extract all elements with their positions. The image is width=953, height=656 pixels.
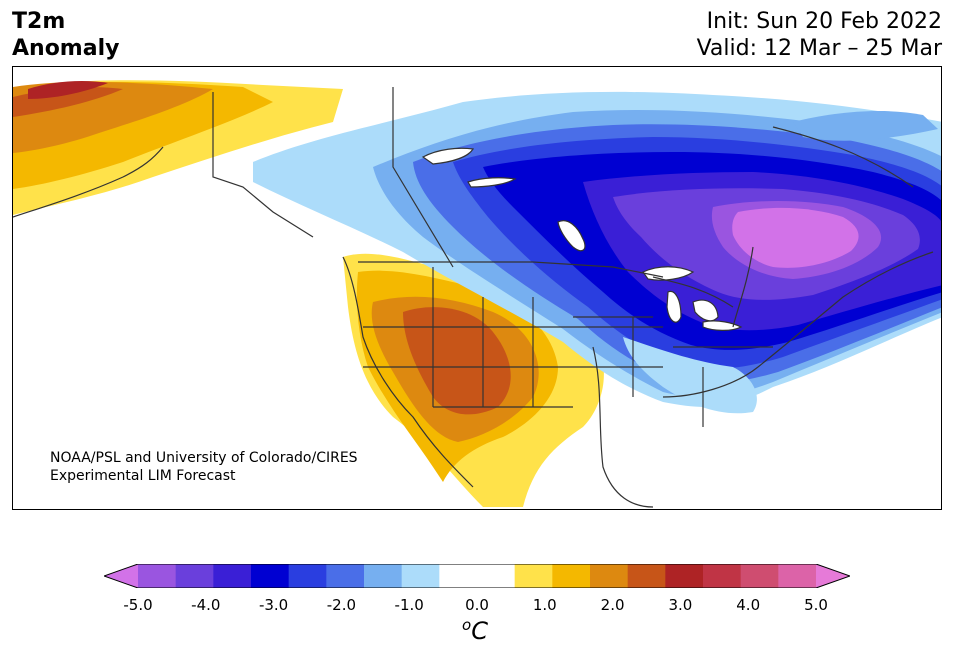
colorbar-segment (401, 564, 440, 588)
colorbar-segment (213, 564, 252, 588)
colorbar-extend-low (104, 564, 138, 588)
colorbar-unit: oC (462, 616, 488, 645)
unit-letter: C (471, 617, 488, 645)
colorbar-segment (326, 564, 365, 588)
title-line-1: T2m (12, 9, 66, 34)
colorbar-extend-high (816, 564, 850, 588)
colorbar-tick-label: -3.0 (258, 596, 289, 614)
colorbar-segment (477, 564, 516, 588)
map-canvas (13, 80, 941, 508)
colorbar-segment (175, 564, 214, 588)
colorbar-segment (288, 564, 327, 588)
colorbar-segment (665, 564, 704, 588)
coastlines-and-borders (13, 87, 934, 508)
colorbar-segment (627, 564, 666, 588)
credit-line-2: Experimental LIM Forecast (50, 468, 236, 484)
colorbar-tick-label: 1.0 (532, 596, 557, 614)
map-title: T2m Anomaly (12, 8, 119, 62)
anomaly-map: NOAA/PSL and University of Colorado/CIRE… (12, 66, 942, 510)
lakes (421, 147, 743, 331)
colorbar-tick-label: 2.0 (600, 596, 625, 614)
colorbar-tick-label: 5.0 (804, 596, 828, 614)
init-date: Init: Sun 20 Feb 2022 (706, 9, 942, 34)
colorbar-tick-label: 0.0 (465, 596, 489, 614)
southwest-warm-anomaly (343, 253, 604, 507)
credit-block: NOAA/PSL and University of Colorado/CIRE… (50, 449, 358, 485)
colorbar-tick-label: 4.0 (736, 596, 761, 614)
colorbar-tick-label: -2.0 (326, 596, 357, 614)
title-line-2: Anomaly (12, 36, 120, 61)
forecast-dates: Init: Sun 20 Feb 2022 Valid: 12 Mar – 25… (697, 8, 942, 62)
valid-date: Valid: 12 Mar – 25 Mar (696, 36, 942, 61)
credit-line-1: NOAA/PSL and University of Colorado/CIRE… (50, 450, 358, 466)
colorbar-segment (740, 564, 779, 588)
colorbar-segment (590, 564, 629, 588)
colorbar-tick-label: -1.0 (394, 596, 424, 614)
colorbar-tick-label: -5.0 (123, 596, 153, 614)
colorbar-tick-label: 3.0 (668, 596, 693, 614)
colorbar-segment (439, 564, 478, 588)
colorbar-segment (364, 564, 403, 588)
colorbar-tick-label: -4.0 (191, 596, 221, 614)
cold-anomaly-region (253, 91, 941, 414)
colorbar-segment (552, 564, 591, 588)
colorbar (104, 564, 850, 588)
colorbar-ticks: -5.0 -4.0 -3.0 -2.0 -1.0 0.0 1.0 2.0 3.0 4.0 5.0 (0, 596, 953, 616)
colorbar-segment (703, 564, 742, 588)
colorbar-segment (514, 564, 553, 588)
colorbar-segment (251, 564, 290, 588)
unit-degree: o (462, 616, 472, 634)
colorbar-segment (778, 564, 817, 588)
alaska-warm-anomaly (13, 80, 343, 215)
colorbar-segment (138, 564, 177, 588)
